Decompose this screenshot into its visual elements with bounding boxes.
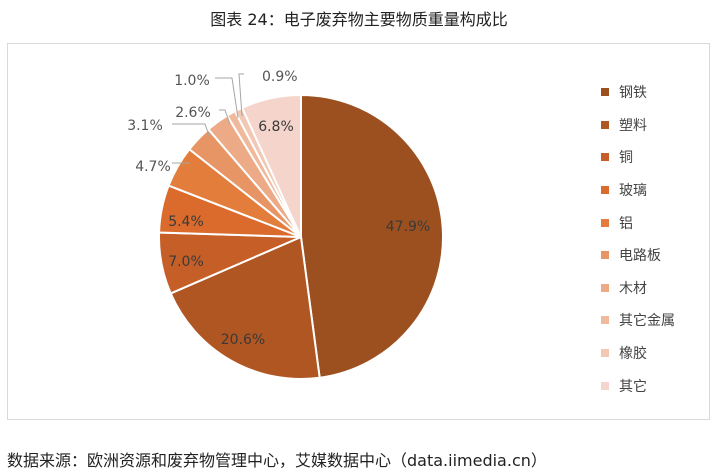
data-label-7: 2.6%	[175, 105, 211, 121]
legend-swatch	[601, 283, 609, 292]
legend-item-5: 铝	[601, 206, 675, 239]
data-label-6: 3.1%	[127, 118, 163, 134]
legend-label: 木材	[619, 280, 647, 297]
legend-swatch	[601, 153, 609, 162]
legend-swatch	[601, 218, 609, 227]
legend-label: 玻璃	[619, 183, 647, 200]
legend-swatch	[601, 186, 609, 195]
legend-swatch	[601, 120, 609, 129]
legend-swatch	[601, 251, 609, 260]
pie-slice-10	[240, 93, 302, 238]
data-label-9: 0.9%	[262, 69, 298, 85]
pie-slice-2	[169, 235, 321, 380]
chart-legend: 钢铁塑料铜玻璃铝电路板木材其它金属橡胶其它	[601, 76, 675, 402]
legend-item-6: 电路板	[601, 239, 675, 272]
legend-swatch	[601, 316, 609, 325]
legend-swatch	[601, 88, 609, 97]
data-label-3: 7.0%	[168, 254, 204, 270]
source-note: 数据来源：欧洲资源和废弃物管理中心，艾媒数据中心（data.iimedia.cn…	[7, 451, 547, 470]
legend-label: 钢铁	[619, 85, 647, 102]
leader-line-8	[215, 77, 239, 119]
legend-item-10: 其它	[601, 369, 675, 402]
data-label-10: 6.8%	[258, 119, 294, 135]
data-label-8: 1.0%	[174, 73, 210, 89]
pie-slice-1	[300, 93, 445, 379]
legend-item-2: 塑料	[601, 109, 675, 142]
data-label-2: 20.6%	[221, 332, 265, 348]
legend-label: 塑料	[619, 117, 647, 134]
legend-item-9: 橡胶	[601, 337, 675, 370]
legend-item-4: 玻璃	[601, 174, 675, 207]
data-label-5: 4.7%	[135, 159, 171, 175]
chart-title: 图表 24：电子废弃物主要物质重量构成比	[210, 10, 508, 29]
legend-item-8: 其它金属	[601, 304, 675, 337]
leader-line-9	[238, 73, 244, 117]
legend-item-7: 木材	[601, 272, 675, 305]
legend-label: 其它	[619, 378, 647, 395]
chart-frame	[7, 43, 710, 420]
leader-line-6	[172, 123, 211, 139]
legend-label: 铜	[619, 150, 633, 167]
legend-item-1: 钢铁	[601, 76, 675, 109]
data-label-1: 47.9%	[386, 219, 430, 235]
legend-item-3: 铜	[601, 141, 675, 174]
legend-label: 电路板	[619, 248, 661, 265]
legend-swatch	[601, 381, 609, 390]
legend-label: 橡胶	[619, 346, 647, 363]
leader-line-7	[219, 109, 231, 125]
legend-swatch	[601, 349, 609, 358]
data-label-4: 5.4%	[168, 214, 204, 230]
legend-label: 其它金属	[619, 313, 675, 330]
legend-label: 铝	[619, 215, 633, 232]
